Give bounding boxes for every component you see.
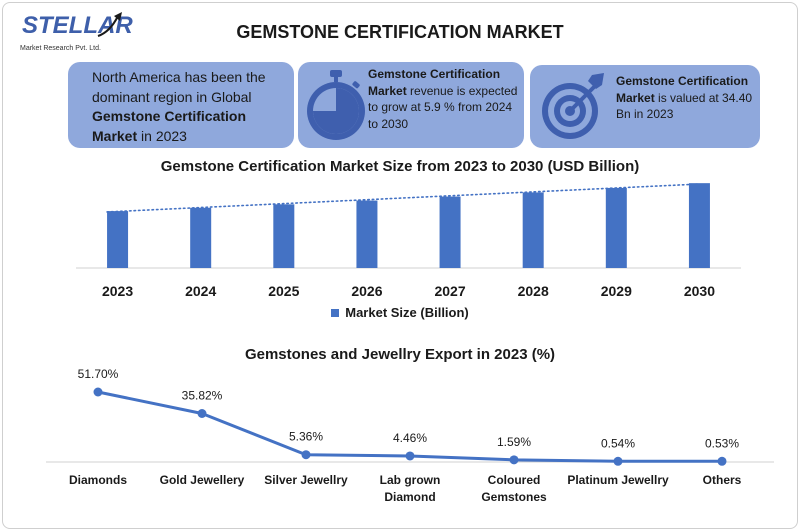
logo: STELLAR Market Research Pvt. Ltd. bbox=[18, 10, 133, 56]
data-label: 5.36% bbox=[289, 430, 323, 444]
line-chart-title: Gemstones and Jewellry Export in 2023 (%… bbox=[244, 346, 556, 363]
category-label: Gold Jewellery bbox=[160, 473, 245, 487]
trendline bbox=[106, 183, 701, 213]
card1-text-bold: Gemstone Certification Market bbox=[92, 108, 247, 144]
category-label: Platinum Jewellry bbox=[567, 473, 669, 487]
card3-text-bold: Gemstone Certification Market bbox=[616, 74, 749, 105]
category-label: Lab grown bbox=[380, 473, 441, 487]
card2-text-post: revenue is expected to grow at 5.9 % fro… bbox=[368, 83, 518, 131]
category-label: Silver Jewellry bbox=[264, 473, 348, 487]
category-label: Coloured bbox=[488, 473, 541, 487]
data-point bbox=[405, 451, 415, 461]
x-tick-label: 2023 bbox=[102, 283, 133, 299]
info-card-region-text: North America has been the dominant regi… bbox=[92, 68, 288, 146]
category-label: Diamonds bbox=[69, 473, 127, 487]
data-point bbox=[717, 456, 727, 466]
bar bbox=[273, 204, 295, 268]
logo-wordmark: STELLAR bbox=[22, 12, 133, 39]
page-title: GEMSTONE CERTIFICATION MARKET bbox=[236, 22, 564, 42]
bar-chart-legend: Market Size (Billion) bbox=[0, 305, 800, 320]
legend-label: Market Size (Billion) bbox=[345, 305, 469, 320]
card2-text-bold: Gemstone Certification Market bbox=[368, 67, 501, 98]
data-point bbox=[613, 456, 623, 466]
stopwatch-icon bbox=[307, 70, 365, 140]
bar bbox=[107, 211, 129, 268]
bar bbox=[522, 192, 544, 268]
x-tick-label: 2025 bbox=[268, 283, 299, 299]
logo-subtitle: Market Research Pvt. Ltd. bbox=[20, 45, 101, 52]
target-icon bbox=[542, 73, 604, 139]
data-label: 0.53% bbox=[705, 436, 739, 450]
data-label: 51.70% bbox=[78, 367, 119, 381]
data-point bbox=[301, 450, 311, 460]
card1-text-pre: North America has been the dominant regi… bbox=[92, 69, 266, 105]
info-card-value: Gemstone Certification Market is valued … bbox=[530, 65, 760, 148]
info-card-value-text: Gemstone Certification Market is valued … bbox=[616, 73, 756, 123]
data-label: 1.59% bbox=[497, 435, 531, 449]
data-label: 35.82% bbox=[182, 389, 223, 403]
data-point bbox=[93, 387, 103, 397]
legend-swatch bbox=[331, 308, 340, 317]
x-tick-label: 2030 bbox=[684, 283, 715, 299]
x-tick-label: 2026 bbox=[351, 283, 382, 299]
data-label: 0.54% bbox=[601, 436, 635, 450]
x-tick-label: 2029 bbox=[601, 283, 632, 299]
bar-chart-title: Gemstone Certification Market Size from … bbox=[160, 158, 640, 175]
x-tick-label: 2028 bbox=[518, 283, 549, 299]
info-card-region: North America has been the dominant regi… bbox=[68, 62, 294, 148]
category-label: Others bbox=[703, 473, 742, 487]
x-tick-label: 2024 bbox=[185, 283, 216, 299]
category-label: Gemstones bbox=[481, 490, 547, 504]
info-card-growth: Gemstone Certification Market revenue is… bbox=[298, 62, 524, 148]
data-label: 4.46% bbox=[393, 431, 427, 445]
bar bbox=[190, 207, 212, 268]
card1-text-post: in 2023 bbox=[137, 127, 187, 144]
data-point bbox=[197, 409, 207, 419]
logo-arrow-icon bbox=[97, 12, 122, 37]
bar bbox=[605, 187, 627, 268]
x-tick-label: 2027 bbox=[434, 283, 465, 299]
info-card-growth-text: Gemstone Certification Market revenue is… bbox=[368, 66, 520, 132]
data-point bbox=[509, 455, 519, 465]
category-label: Diamond bbox=[384, 490, 435, 504]
card3-text-post: is valued at 34.40 Bn in 2023 bbox=[616, 90, 753, 122]
bar bbox=[439, 196, 461, 268]
bar bbox=[688, 183, 710, 268]
bar bbox=[356, 200, 378, 268]
